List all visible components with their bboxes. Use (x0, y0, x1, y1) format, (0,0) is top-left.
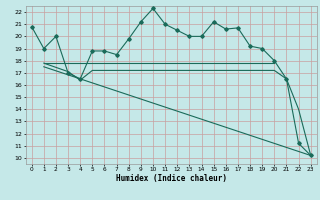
X-axis label: Humidex (Indice chaleur): Humidex (Indice chaleur) (116, 174, 227, 183)
